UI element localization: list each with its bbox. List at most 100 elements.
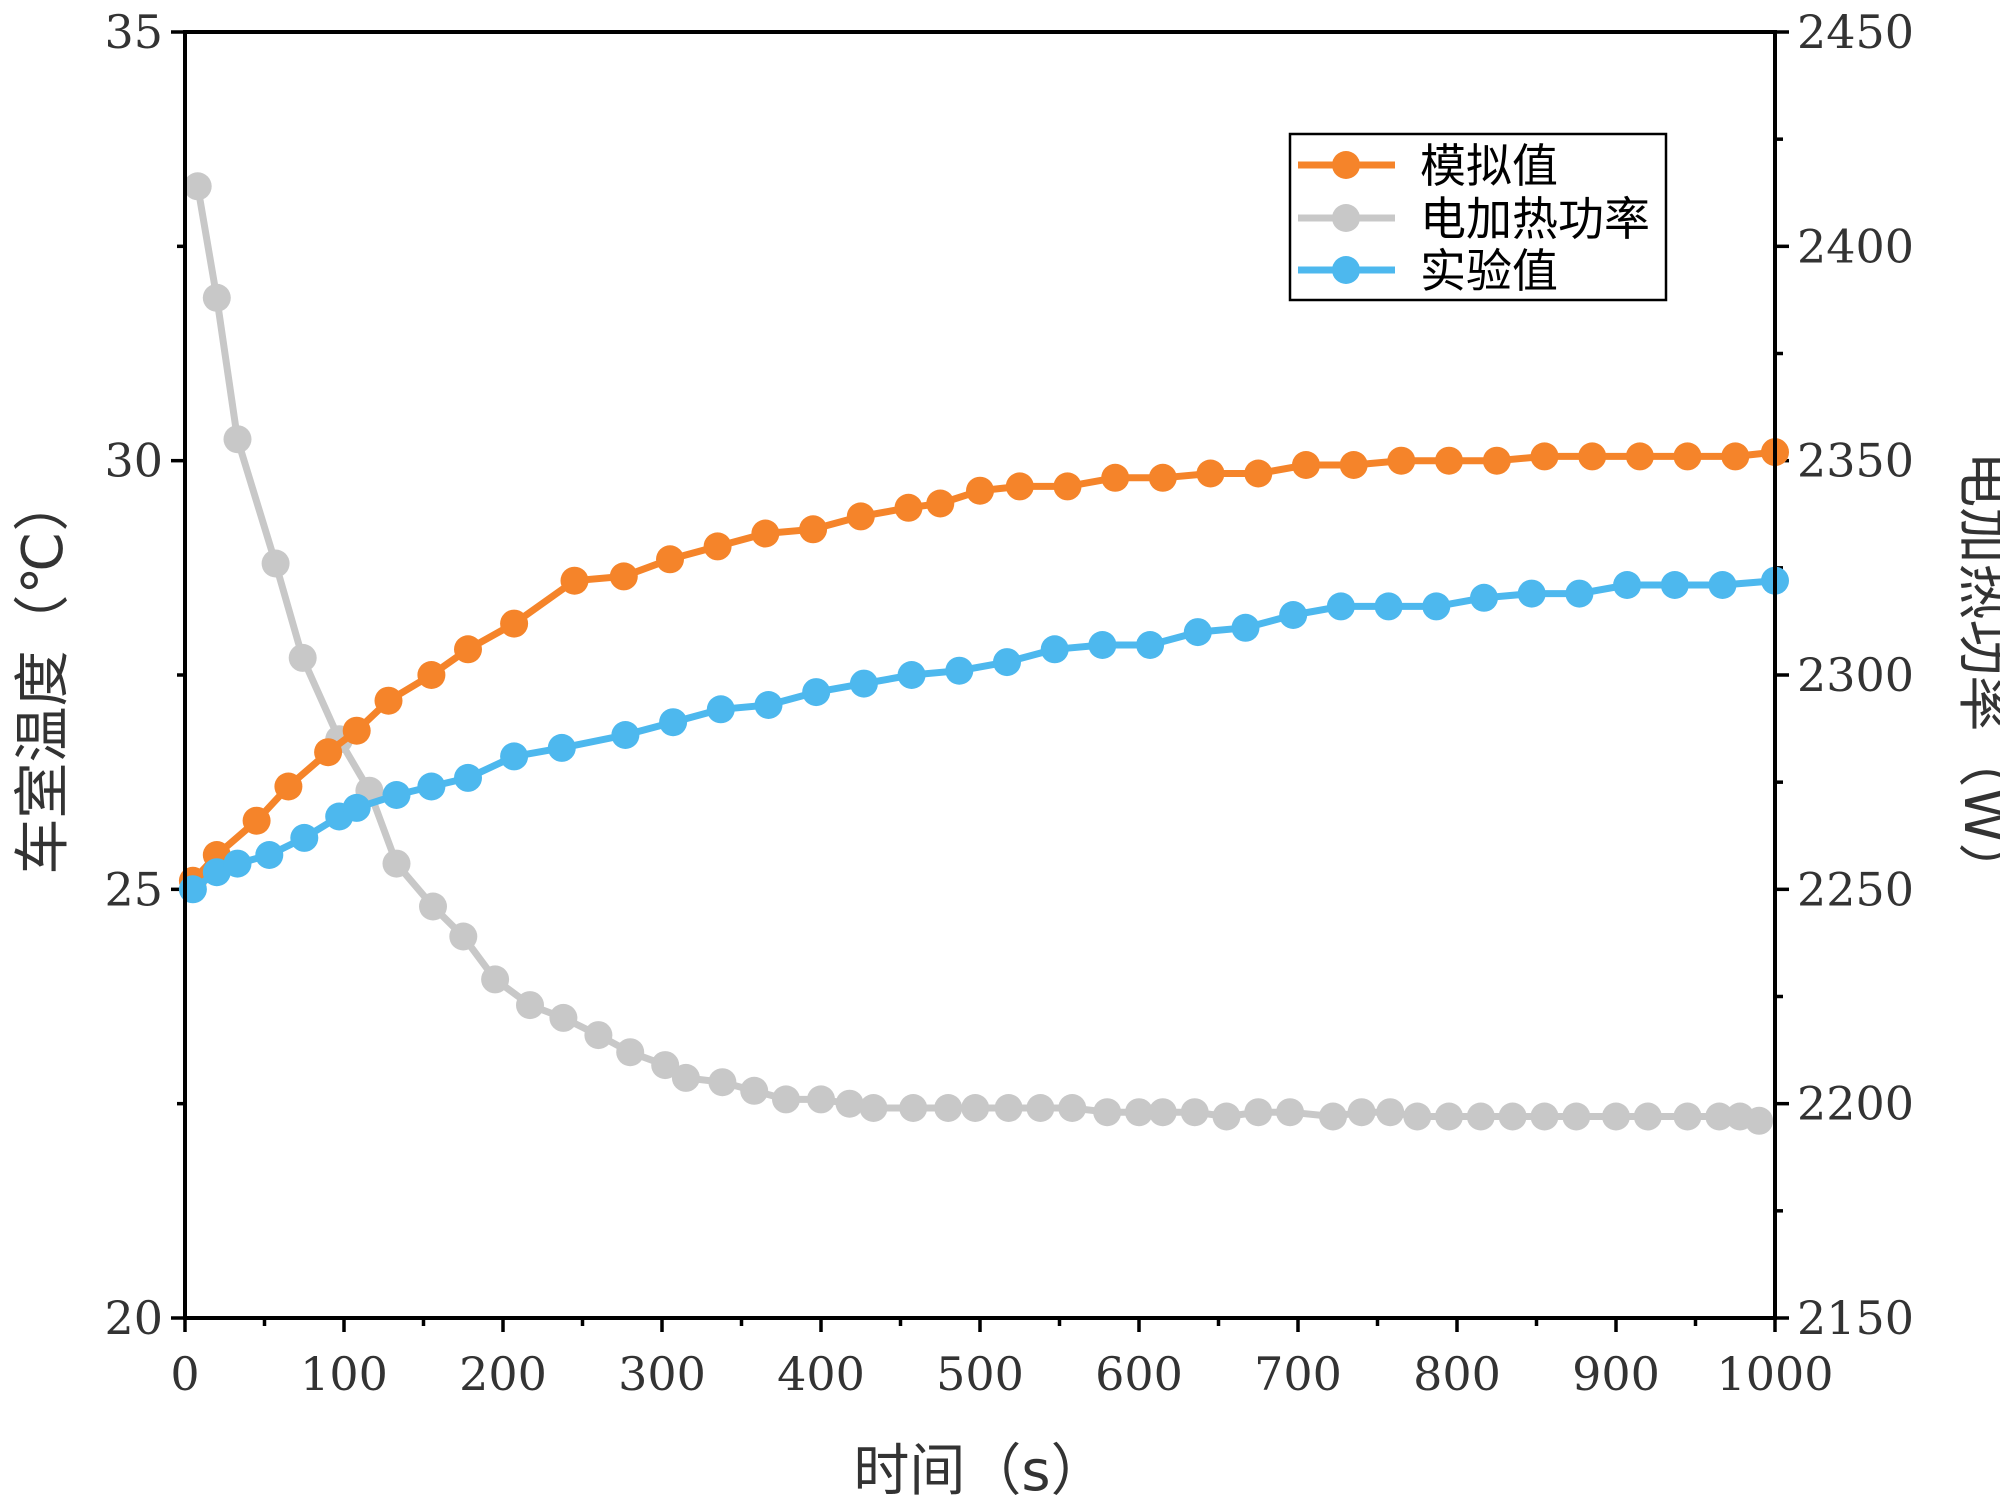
data-point-exp: [1279, 601, 1308, 629]
data-point-sim: [454, 635, 482, 664]
data-point-power: [859, 1094, 888, 1122]
data-point-exp: [547, 733, 576, 762]
data-point-sim: [500, 609, 529, 638]
data-point-exp: [255, 841, 284, 869]
data-point-exp: [1422, 592, 1451, 621]
series-line-power: [194, 185, 1760, 1125]
data-point-sim: [274, 772, 303, 801]
y-tick-label: 20: [104, 1291, 163, 1345]
y2-tick-label: 2150: [1797, 1291, 1914, 1345]
series-exp: [178, 566, 1789, 904]
x-tick-label: 200: [459, 1347, 547, 1401]
data-point-sim: [242, 806, 271, 835]
data-point-exp: [417, 772, 446, 801]
y-axis-title: 车室温度（℃）: [11, 476, 76, 875]
legend: 模拟值 电加热功率 实验值: [1288, 132, 1668, 302]
data-point-power: [740, 1076, 769, 1105]
x-tick-label: 400: [777, 1347, 865, 1401]
x-tick-label: 900: [1572, 1347, 1660, 1401]
data-point-sim: [1625, 442, 1654, 471]
data-point-sim: [1292, 451, 1320, 479]
data-point-power: [1498, 1102, 1527, 1131]
data-point-exp: [1088, 631, 1117, 659]
data-point-power: [651, 1051, 680, 1080]
data-point-power: [1125, 1098, 1153, 1127]
series-line-exp: [190, 577, 1776, 893]
data-point-exp: [454, 763, 482, 792]
data-point-power: [1705, 1102, 1734, 1131]
data-point-sim: [1148, 463, 1177, 492]
data-point-sim: [926, 489, 955, 518]
data-point-sim: [609, 562, 638, 591]
data-point-exp: [897, 661, 926, 689]
data-point-sim: [894, 493, 923, 522]
data-point-sim: [1005, 472, 1034, 501]
y2-axis-title: 电加热功率（W）: [1951, 451, 2000, 898]
y-tick-label: 30: [104, 434, 163, 488]
data-point-sim: [1435, 446, 1463, 475]
data-point-exp: [1708, 571, 1737, 599]
data-point-sim: [1244, 459, 1273, 488]
data-point-power: [1602, 1102, 1630, 1131]
data-point-exp: [802, 678, 831, 707]
data-point-power: [223, 425, 252, 454]
legend-label-sim: 模拟值: [1420, 139, 1558, 193]
data-point-power: [1347, 1098, 1376, 1127]
data-point-power: [202, 283, 231, 312]
x-tick-label: 800: [1413, 1347, 1501, 1401]
data-point-power: [961, 1094, 990, 1122]
data-point-power: [807, 1085, 835, 1114]
data-point-exp: [1231, 613, 1260, 642]
y2-tick-label: 2350: [1797, 434, 1914, 488]
data-point-power: [934, 1094, 963, 1122]
data-point-exp: [659, 708, 688, 737]
data-point-sim: [1673, 442, 1702, 471]
data-point-sim: [1482, 446, 1511, 475]
data-point-sim: [1196, 459, 1225, 488]
data-point-sim: [1387, 446, 1416, 475]
data-point-exp: [706, 695, 735, 724]
data-point-exp: [1565, 579, 1594, 608]
data-point-power: [708, 1068, 737, 1097]
data-point-power: [549, 1003, 578, 1032]
data-point-power: [1319, 1102, 1347, 1131]
data-point-power: [419, 892, 447, 921]
data-point-exp: [342, 793, 371, 822]
data-point-exp: [223, 849, 252, 878]
series-power: [183, 172, 1774, 1135]
x-tick-label: 700: [1254, 1347, 1342, 1401]
data-point-sim: [1578, 442, 1607, 471]
data-point-power: [584, 1021, 613, 1050]
y2-tick-label: 2300: [1797, 648, 1914, 702]
data-point-exp: [382, 781, 411, 809]
data-point-power: [1058, 1094, 1087, 1122]
data-point-exp: [1040, 635, 1069, 664]
data-point-power: [1180, 1098, 1209, 1127]
data-point-exp: [993, 648, 1021, 677]
legend-marker-power: [1332, 204, 1360, 232]
data-point-sim: [1721, 442, 1750, 471]
data-point-sim: [1530, 442, 1559, 471]
y-tick-label: 35: [104, 5, 163, 59]
data-point-power: [516, 991, 544, 1020]
data-point-power: [1026, 1094, 1055, 1122]
y2-tick-label: 2250: [1797, 862, 1914, 916]
data-point-exp: [1136, 631, 1165, 659]
data-point-exp: [1613, 571, 1642, 599]
data-point-power: [1244, 1098, 1273, 1127]
data-point-power: [1212, 1102, 1241, 1131]
axes-layer: 0 100 200 300 400 500 600 700 800 900 1000 20 25 30 35…: [104, 5, 1914, 1401]
data-point-sim: [1053, 472, 1082, 501]
x-tick-label: 100: [300, 1347, 388, 1401]
data-point-sim: [560, 566, 589, 595]
data-point-power: [1276, 1098, 1304, 1127]
data-point-power: [671, 1063, 700, 1092]
data-point-power: [382, 849, 411, 878]
data-point-exp: [1470, 583, 1498, 612]
data-point-sim: [656, 545, 684, 574]
data-point-exp: [290, 823, 319, 852]
x-axis-title: 时间（s）: [853, 1439, 1106, 1504]
data-point-power: [1673, 1102, 1702, 1131]
y-tick-label: 25: [104, 862, 163, 916]
